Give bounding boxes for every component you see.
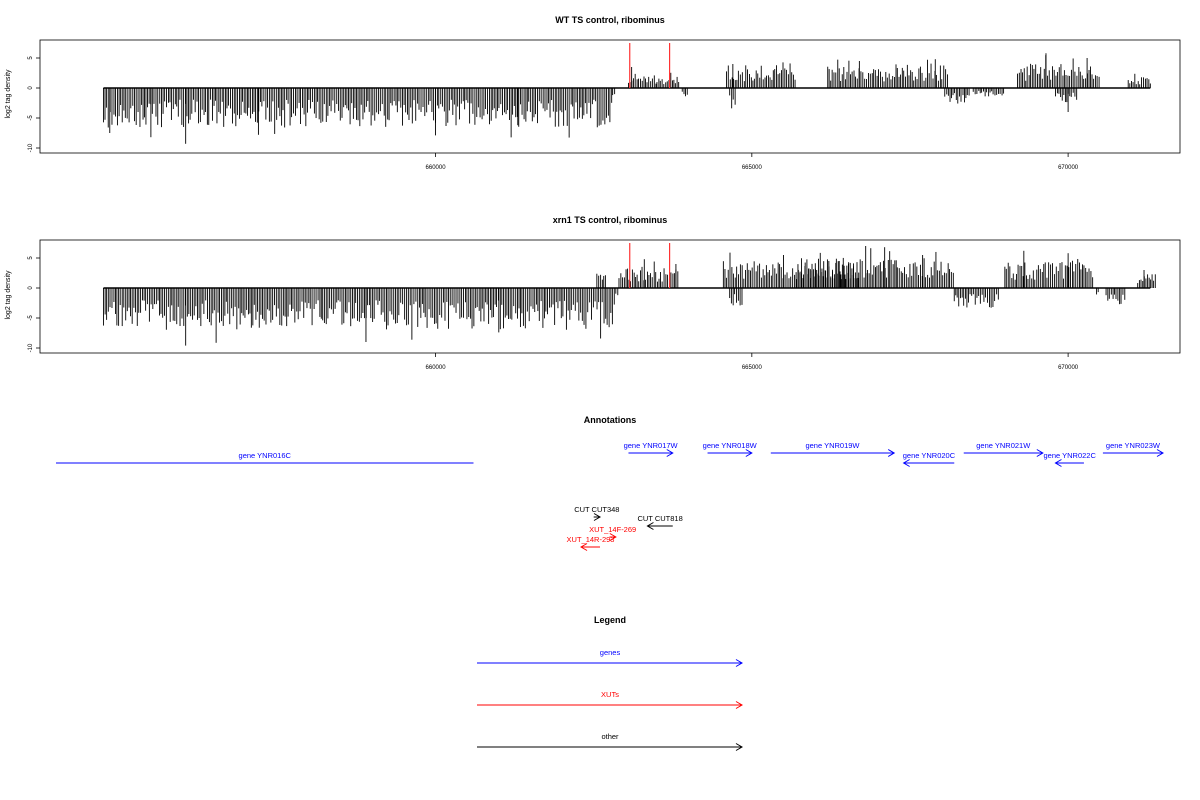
wt-panel-bars: [102, 43, 1151, 144]
annotation-arrow-head: [887, 449, 896, 457]
x-tick-label: 660000: [426, 365, 447, 371]
y-tick-label: 5: [28, 56, 34, 60]
annotation-arrow-head: [1036, 449, 1044, 457]
annotation-label: gene YNR023W: [1106, 441, 1161, 450]
annotation-arrow-head: [902, 459, 910, 467]
annotation-arrow-head: [666, 449, 674, 457]
legend-arrow-head: [735, 659, 743, 667]
wt-panel-ylabel: log2 tag density: [5, 69, 12, 119]
y-tick-label: 0: [28, 86, 34, 90]
annotation-label: XUT_14R-293: [567, 535, 615, 544]
annotation-label: gene YNR021W: [976, 441, 1031, 450]
annotation-label: CUT CUT818: [637, 514, 682, 523]
y-tick-label: -5: [28, 115, 34, 121]
annotation-label: gene YNR020C: [903, 451, 956, 460]
xrn1-panel-axes: -10 -5 0 5 660000 665000 670000: [28, 239, 1181, 371]
annotation-gene: gene YNR017W: [624, 441, 679, 457]
annotation-arrow-head: [646, 522, 654, 530]
plot-frame: [39, 239, 1181, 354]
x-tick-label: 670000: [1058, 165, 1079, 171]
annotation-label: gene YNR018W: [703, 441, 758, 450]
annotation-other: CUT CUT348: [574, 505, 619, 521]
legend-label: other: [601, 732, 619, 741]
legend-item-gene: genes: [477, 648, 743, 667]
legend-arrow-head: [735, 743, 743, 751]
legend-label: genes: [600, 648, 621, 657]
annotation-arrow-head: [609, 533, 617, 541]
legend-title: Legend: [594, 615, 626, 625]
annotation-label: gene YNR022C: [1043, 451, 1096, 460]
annotation-label: gene YNR017W: [624, 441, 679, 450]
wt-panel-axes: -10 -5 0 5 660000 665000 670000: [28, 39, 1181, 171]
x-tick-label: 665000: [742, 165, 763, 171]
y-tick-label: 0: [28, 286, 34, 290]
annotation-gene: gene YNR021W: [963, 441, 1044, 457]
legend-section: Legend genes XUTs other: [477, 615, 743, 751]
annotation-gene: gene YNR019W: [770, 441, 896, 457]
y-tick-label: -5: [28, 315, 34, 321]
legend-label: XUTs: [601, 690, 619, 699]
annotation-other: CUT CUT818: [637, 514, 683, 530]
annotation-arrow-head: [1054, 459, 1062, 467]
xrn1-panel-ylabel: log2 tag density: [5, 270, 12, 320]
wt-panel: WT TS control, ribominus log2 tag densit…: [5, 15, 1181, 171]
legend-arrow-head: [735, 701, 743, 709]
annotation-arrow-head: [580, 543, 588, 551]
xrn1-panel-bars: [102, 243, 1156, 346]
y-tick-label: -10: [28, 143, 34, 152]
annotation-arrow-head: [593, 513, 602, 521]
annotation-label: CUT CUT348: [574, 505, 619, 514]
annotations-title: Annotations: [584, 415, 637, 425]
legend-item-xut: XUTs: [477, 690, 743, 709]
annotation-gene: gene YNR016C: [56, 451, 474, 464]
annotation-arrow-head: [745, 449, 753, 457]
annotation-gene: gene YNR022C: [1043, 451, 1096, 467]
legend-item-other: other: [477, 732, 743, 751]
y-tick-label: -10: [28, 343, 34, 352]
annotation-gene: gene YNR018W: [703, 441, 758, 457]
plot-frame: [39, 39, 1181, 154]
annotation-gene: gene YNR020C: [902, 451, 956, 467]
xrn1-panel: xrn1 TS control, ribominus log2 tag dens…: [5, 215, 1181, 371]
annotation-xut: XUT_14R-293: [567, 535, 615, 551]
legend-items: genes XUTs other: [477, 648, 743, 751]
annotation-xut: XUT_14F-269: [589, 525, 636, 541]
x-tick-label: 660000: [426, 165, 447, 171]
y-tick-label: 5: [28, 256, 34, 260]
annotation-items: gene YNR016C gene YNR017W gene YNR018W gene…: [56, 441, 1164, 551]
annotation-arrow-head: [1156, 449, 1164, 457]
xrn1-panel-title: xrn1 TS control, ribominus: [553, 215, 668, 225]
annotation-label: gene YNR019W: [805, 441, 860, 450]
x-tick-label: 665000: [742, 365, 763, 371]
annotation-gene: gene YNR023W: [1102, 441, 1164, 457]
annotation-label: gene YNR016C: [239, 451, 292, 460]
wt-panel-title: WT TS control, ribominus: [555, 15, 665, 25]
annotation-label: XUT_14F-269: [589, 525, 636, 534]
x-tick-label: 670000: [1058, 365, 1079, 371]
